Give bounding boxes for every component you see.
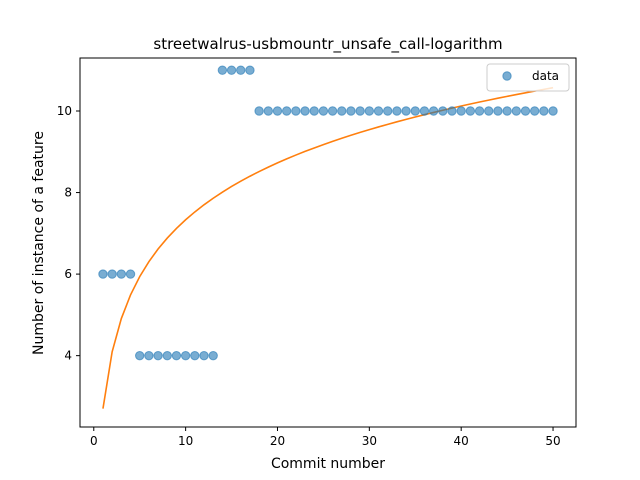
data-point [281,106,292,116]
data-point [383,106,393,116]
data-point [401,106,411,116]
data-point [291,106,301,116]
data-points [98,65,558,361]
data-point [226,65,237,75]
legend-label-data: data [532,69,559,83]
x-tick-label: 10 [178,434,193,448]
data-point [373,106,384,116]
data-point [548,106,558,116]
data-point [493,106,503,116]
y-tick-label: 6 [64,267,72,281]
axes [79,57,577,428]
data-point [272,106,283,116]
data-point [245,65,255,75]
data-point [520,106,531,116]
y-tick-label: 8 [64,186,72,200]
y-tick-label: 10 [57,104,72,118]
x-tick-label: 0 [90,434,98,448]
data-point [428,106,439,116]
data-point [263,106,273,116]
data-point [392,106,402,116]
data-point [318,106,329,116]
axes-frame [79,57,577,428]
data-point [236,65,246,75]
data-point [364,106,375,116]
data-point [199,350,209,361]
x-tick-label: 40 [454,434,469,448]
data-point [116,269,127,279]
data-point [474,106,485,116]
data-point [327,106,338,116]
data-point [107,269,117,279]
data-point [484,106,494,116]
data-point [502,106,512,116]
data-point [438,106,448,116]
fit-curve [102,86,554,409]
x-tick-label: 20 [270,434,285,448]
data-point [355,106,365,116]
data-point [309,106,319,116]
data-point [180,350,191,361]
x-tick-label: 30 [362,434,377,448]
data-point [171,350,182,361]
data-point [162,350,172,361]
y-axis-label: Number of instance of a feature [31,131,47,355]
chart-title: streetwalrus-usbmountr_unsafe_call-logar… [153,35,502,54]
data-point [153,350,163,361]
x-tick-label: 50 [545,434,560,448]
data-point [98,269,108,279]
data-point [419,106,430,116]
data-point [511,106,521,116]
data-point [125,269,136,279]
ticks: 0 10 20 30 40 50 4 6 8 10 [57,104,561,448]
data-point [300,106,310,116]
data-point [539,106,549,116]
legend-box [486,63,570,92]
data-point [447,106,457,116]
data-point [190,350,200,361]
data-point [337,106,347,116]
data-point [529,106,540,116]
data-point [208,350,218,361]
data-point [254,106,264,116]
legend-marker-data [502,71,512,81]
fit-layer [102,86,554,409]
x-axis-label: Commit number [271,456,385,472]
y-tick-label: 4 [64,349,72,363]
data-point [144,350,154,361]
data-point [410,106,420,116]
data-point [456,106,466,116]
data-point [346,106,356,116]
data-point [217,65,228,75]
data-point [135,350,145,361]
data-point [465,106,476,116]
legend: data [486,63,570,92]
